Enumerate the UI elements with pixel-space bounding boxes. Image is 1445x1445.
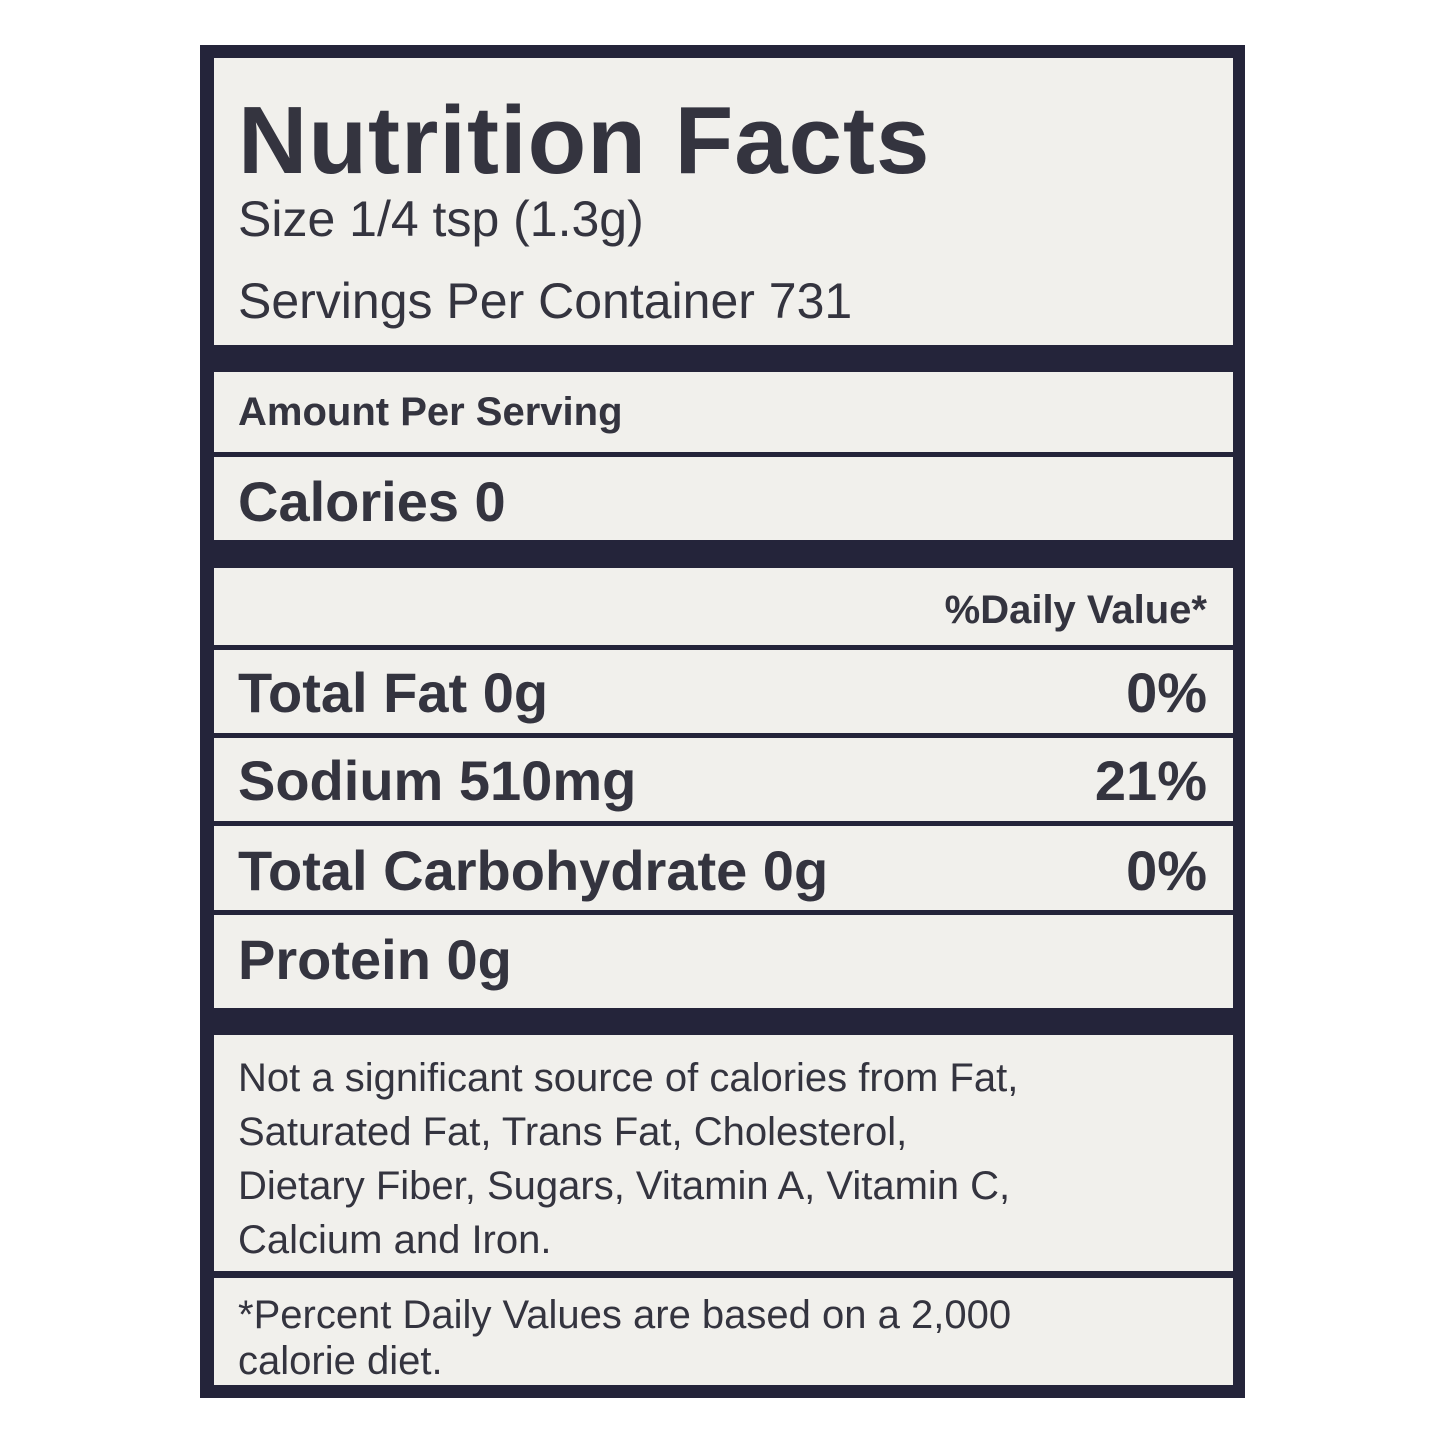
header-panel: Nutrition Facts Size 1/4 tsp (1.3g) Serv… bbox=[214, 58, 1233, 345]
footnote-text: *Percent Daily Values are based on a 2,0… bbox=[238, 1292, 1011, 1384]
nutrient-row: Total Fat 0g 0% bbox=[214, 650, 1233, 733]
not-significant-panel: Not a significant source of calories fro… bbox=[214, 1035, 1233, 1271]
nutrient-row: Total Carbohydrate 0g 0% bbox=[214, 826, 1233, 910]
nutrient-label: Total Carbohydrate 0g bbox=[238, 839, 829, 902]
nutrient-dv: 0% bbox=[1126, 839, 1207, 902]
daily-value-header: %Daily Value* bbox=[944, 588, 1207, 632]
not-significant-text: Not a significant source of calories fro… bbox=[238, 1051, 1018, 1267]
label-title: Nutrition Facts bbox=[238, 87, 931, 194]
calories: Calories 0 bbox=[238, 470, 506, 533]
amount-panel: Amount Per Serving bbox=[214, 372, 1233, 452]
serving-size: Size 1/4 tsp (1.3g) bbox=[238, 191, 644, 247]
text-line: Saturated Fat, Trans Fat, Cholesterol, bbox=[238, 1110, 908, 1154]
text-line: Dietary Fiber, Sugars, Vitamin A, Vitami… bbox=[238, 1164, 1011, 1208]
amount-per-serving: Amount Per Serving bbox=[238, 390, 623, 434]
dv-header-panel: %Daily Value* bbox=[214, 568, 1233, 645]
nutrient-dv: 21% bbox=[1094, 749, 1207, 812]
servings-per-container: Servings Per Container 731 bbox=[238, 273, 853, 329]
text-line: calorie diet. bbox=[238, 1339, 443, 1383]
nutrient-dv: 0% bbox=[1126, 661, 1207, 724]
nutrient-label: Sodium 510mg bbox=[238, 749, 637, 812]
footnote-panel: *Percent Daily Values are based on a 2,0… bbox=[214, 1278, 1233, 1385]
nutrient-label: Total Fat 0g bbox=[238, 661, 549, 724]
nutrient-label: Protein 0g bbox=[238, 928, 512, 991]
text-line: *Percent Daily Values are based on a 2,0… bbox=[238, 1293, 1012, 1337]
calories-panel: Calories 0 bbox=[214, 457, 1233, 540]
nutrient-row: Sodium 510mg 21% bbox=[214, 738, 1233, 821]
nutrient-row: Protein 0g bbox=[214, 915, 1233, 1008]
text-line: Calcium and Iron. bbox=[238, 1218, 552, 1262]
text-line: Not a significant source of calories fro… bbox=[238, 1056, 1019, 1100]
